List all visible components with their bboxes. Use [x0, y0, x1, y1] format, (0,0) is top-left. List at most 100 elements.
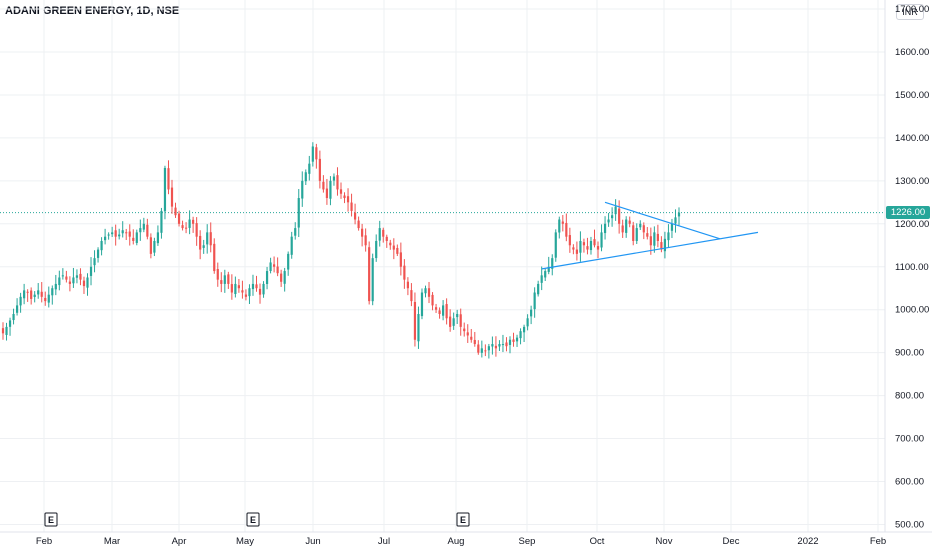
candle: [209, 222, 212, 253]
price-axis[interactable]: 500.00 600.00 700.00 800.00 900.00 1000.00 110…: [895, 4, 929, 530]
trendline-lower[interactable]: [541, 231, 759, 270]
earnings-marker[interactable]: E: [456, 512, 470, 527]
candle: [361, 223, 364, 247]
candle-body: [505, 342, 508, 347]
candle: [287, 251, 290, 276]
candle-body: [19, 296, 22, 306]
earnings-marker[interactable]: E: [246, 512, 260, 527]
candle-body: [667, 232, 670, 241]
candle-body: [297, 198, 300, 228]
candle: [589, 236, 593, 255]
candle: [445, 298, 448, 325]
candle: [561, 215, 564, 232]
candle-body: [452, 318, 455, 326]
candle: [177, 210, 181, 227]
candle-body: [104, 236, 107, 241]
candle-body: [170, 187, 174, 207]
candle-body: [301, 180, 304, 199]
candle-body: [262, 283, 265, 295]
candle-body: [58, 277, 61, 286]
candle: [350, 193, 353, 217]
candle: [385, 234, 388, 248]
candle-body: [346, 196, 350, 203]
candle-body: [375, 240, 378, 259]
earnings-marker[interactable]: E: [44, 512, 58, 527]
candle: [294, 222, 297, 240]
candle: [547, 256, 550, 275]
candle: [255, 275, 258, 292]
candle-body: [93, 258, 96, 266]
candle: [202, 239, 205, 254]
candle: [142, 217, 145, 233]
candle-body: [459, 314, 462, 327]
candle-body: [318, 158, 321, 181]
candle-body: [216, 269, 219, 280]
candle: [220, 272, 223, 293]
time-tick-label: Oct: [590, 536, 605, 547]
candle: [519, 328, 522, 345]
candle-body: [1, 328, 5, 334]
candle: [586, 237, 589, 255]
price-tick-label: 1700.00: [895, 4, 929, 15]
candle: [642, 222, 645, 240]
candle: [371, 253, 374, 306]
candle: [406, 277, 409, 296]
candle-body: [195, 223, 198, 237]
candle: [459, 308, 462, 336]
candle: [568, 227, 571, 253]
candle-body: [466, 332, 469, 336]
candle: [111, 226, 114, 238]
candle: [79, 268, 82, 286]
trendline-upper[interactable]: [604, 201, 721, 240]
candle-body: [230, 284, 233, 293]
candle-body: [290, 236, 293, 255]
candle-body: [649, 236, 652, 246]
candle: [40, 282, 43, 303]
candle-body: [156, 232, 160, 244]
candle: [37, 283, 40, 299]
candle: [329, 176, 332, 206]
candle: [403, 259, 406, 289]
candle-body: [385, 236, 388, 241]
candle-body: [582, 242, 586, 246]
time-tick-label: May: [236, 536, 254, 547]
candle: [61, 268, 64, 280]
candle-body: [149, 237, 152, 254]
candle: [72, 267, 75, 288]
candle: [107, 232, 110, 240]
earnings-marker-label: E: [250, 515, 256, 525]
candle: [192, 216, 195, 233]
candle: [442, 300, 445, 321]
time-axis[interactable]: Feb Mar Apr May Jun Jul Aug Sep Oct Nov Dec 2022 Feb: [36, 536, 886, 547]
time-tick-label: Feb: [36, 536, 52, 547]
candle: [565, 213, 568, 242]
currency-button[interactable]: INR: [896, 4, 924, 20]
candle-body: [128, 231, 131, 237]
candle-body: [23, 290, 26, 299]
candle: [477, 340, 480, 355]
candle: [237, 278, 240, 293]
candle-body: [174, 207, 177, 216]
candle-body: [558, 219, 561, 233]
candle-body: [494, 345, 498, 349]
candle: [12, 308, 15, 325]
candle: [508, 336, 512, 354]
candle: [273, 256, 276, 273]
time-tick-label: Mar: [104, 536, 120, 547]
trendlines-layer[interactable]: [541, 201, 759, 270]
candle: [498, 340, 501, 351]
candle: [195, 217, 198, 246]
candle-body: [434, 307, 438, 310]
candle-body: [487, 346, 490, 351]
time-tick-label: 2022: [797, 536, 818, 547]
candle: [241, 280, 244, 299]
candle: [121, 221, 124, 238]
candle: [544, 268, 547, 282]
candle-body: [561, 221, 564, 224]
price-tick-label: 1500.00: [895, 90, 929, 101]
candle: [522, 324, 526, 343]
candle: [603, 216, 607, 240]
candle: [378, 220, 381, 247]
